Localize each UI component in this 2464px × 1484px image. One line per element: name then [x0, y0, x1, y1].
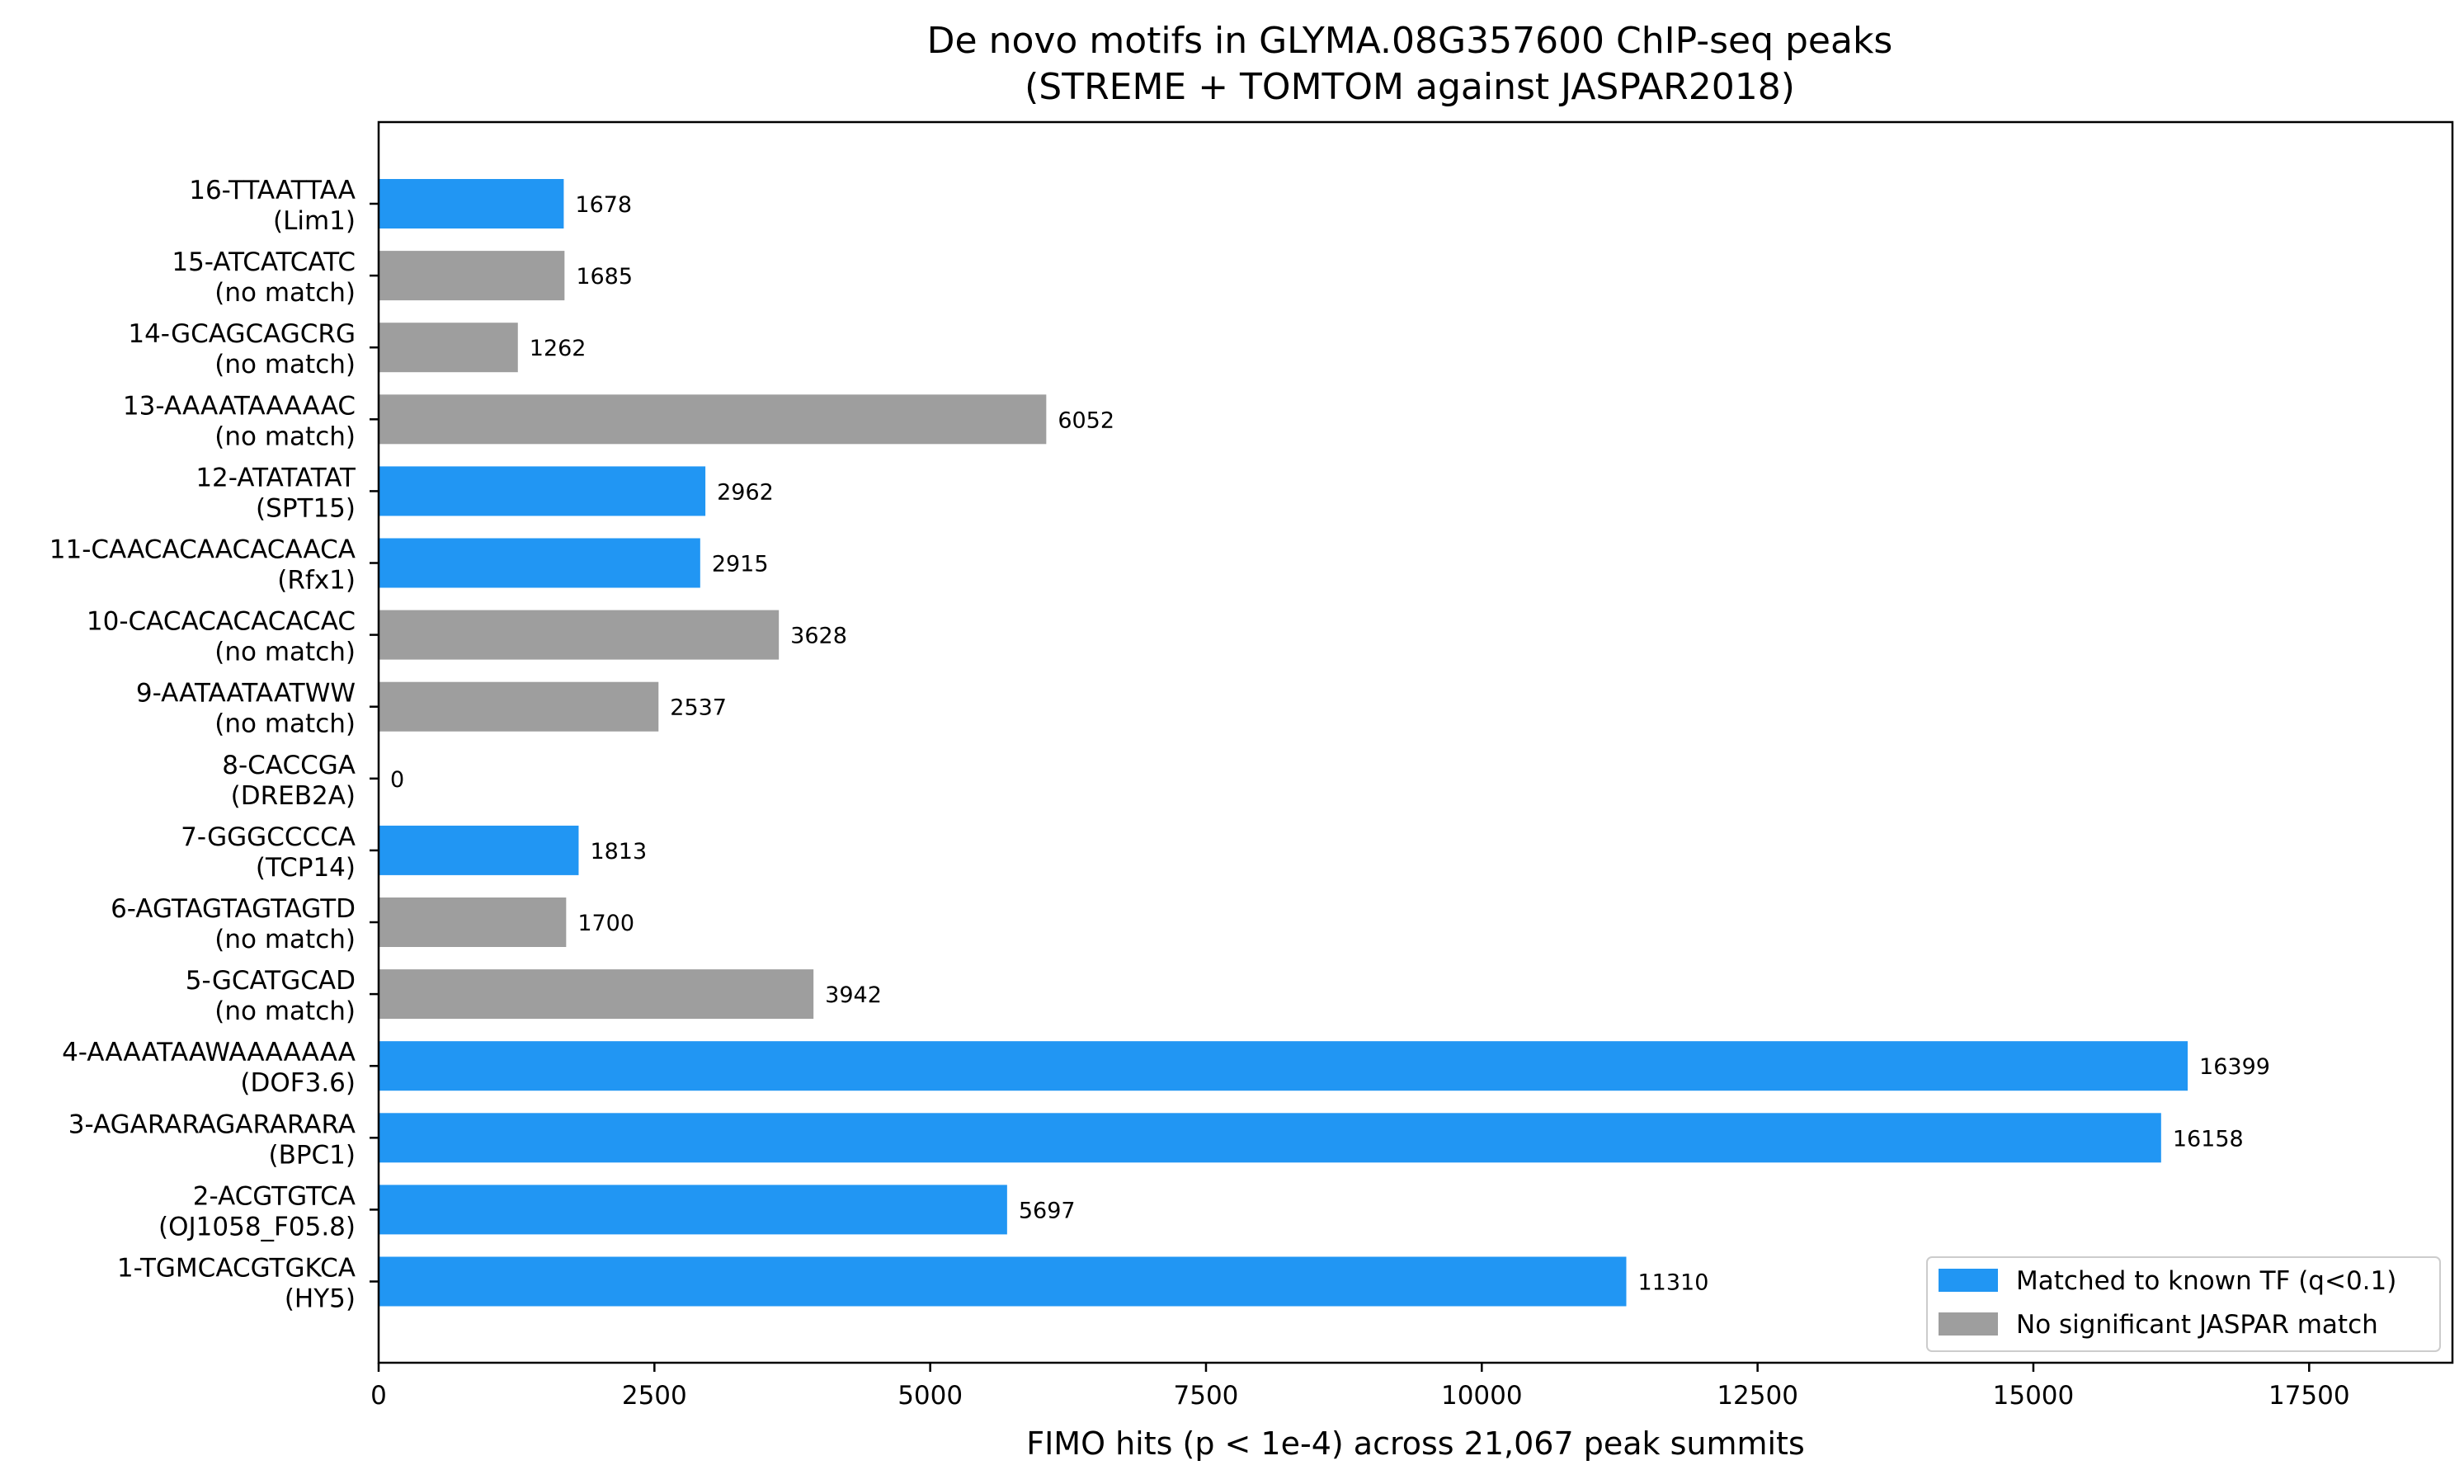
legend-label-matched: Matched to known TF (q<0.1) — [2016, 1266, 2396, 1296]
bar-value-label: 6052 — [1058, 408, 1114, 433]
x-tick-label: 10000 — [1441, 1381, 1523, 1411]
y-tick-label-motif: 6-AGTAGTAGTAGTD — [111, 894, 356, 924]
bar-2 — [379, 251, 565, 301]
y-tick-label-motif: 11-CAACACAACACAACA — [49, 535, 356, 565]
bar-15 — [379, 1185, 1007, 1235]
plot-frame — [377, 120, 2454, 1364]
bar-12 — [379, 969, 814, 1020]
bar-5 — [379, 466, 706, 516]
x-tick-label: 17500 — [2268, 1381, 2350, 1411]
bar-value-label: 0 — [390, 767, 404, 793]
y-tick-label-match: (SPT15) — [256, 493, 356, 523]
y-tick-label-motif: 4-AAAATAAWAAAAAAA — [62, 1038, 356, 1067]
bar-4 — [379, 394, 1047, 445]
y-tick-label-motif: 12-ATATATAT — [196, 463, 356, 492]
y-tick-label-motif: 3-AGARARAGARARARA — [68, 1109, 356, 1139]
bar-3 — [379, 323, 518, 373]
legend: Matched to known TF (q<0.1) No significa… — [1926, 1256, 2441, 1352]
bar-1 — [379, 179, 564, 228]
y-tick-label-motif: 1-TGMCACGTGKCA — [117, 1254, 356, 1284]
x-tick-label: 7500 — [1174, 1381, 1239, 1411]
y-tick-label-match: (no match) — [214, 925, 356, 954]
x-tick-label: 5000 — [897, 1381, 963, 1411]
y-tick-label-match: (DREB2A) — [231, 781, 356, 811]
y-tick-label-motif: 9-AATAATAATWW — [136, 679, 356, 709]
y-tick-label-motif: 2-ACGTGTCA — [193, 1181, 356, 1211]
chart-title: De novo motifs in GLYMA.08G357600 ChIP-s… — [927, 20, 1893, 62]
bar-value-label: 11310 — [1637, 1270, 1708, 1296]
y-tick-label-motif: 7-GGGCCCCA — [181, 822, 356, 852]
y-tick-label-match: (no match) — [214, 709, 356, 739]
y-tick-label-match: (no match) — [214, 278, 356, 308]
y-tick-label-match: (Rfx1) — [277, 566, 356, 596]
y-tick-label-match: (no match) — [214, 996, 356, 1026]
bar-value-label: 1262 — [530, 336, 587, 361]
bar-16 — [379, 1256, 1627, 1307]
legend-swatch-matched — [1939, 1269, 1998, 1292]
bar-value-label: 5697 — [1019, 1198, 1076, 1223]
bar-value-label: 1685 — [576, 264, 633, 290]
bar-value-label: 1813 — [590, 839, 647, 864]
bar-8 — [379, 681, 659, 732]
bar-13 — [379, 1041, 2188, 1091]
x-tick-label: 12500 — [1717, 1381, 1798, 1411]
bar-value-label: 1700 — [577, 911, 634, 936]
bar-14 — [379, 1113, 2161, 1163]
y-tick-label-motif: 10-CACACACACACAC — [87, 607, 356, 637]
bar-value-label: 3942 — [825, 982, 882, 1008]
y-tick-label-motif: 5-GCATGCAD — [186, 966, 356, 996]
legend-swatch-unmatched — [1939, 1312, 1998, 1336]
y-tick-label-motif: 8-CACCGA — [222, 751, 356, 780]
bar-value-label: 1678 — [575, 192, 632, 218]
y-tick-label-match: (Lim1) — [273, 206, 356, 236]
bar-value-label: 16399 — [2199, 1054, 2270, 1080]
x-tick-label: 15000 — [1993, 1381, 2075, 1411]
legend-label-unmatched: No significant JASPAR match — [2016, 1310, 2378, 1340]
y-tick-label-motif: 16-TTAATTAA — [189, 176, 356, 205]
bar-11 — [379, 897, 567, 947]
legend-box — [1926, 1256, 2441, 1352]
y-tick-label-motif: 13-AAAATAAAAAC — [123, 391, 356, 421]
y-tick-label-motif: 14-GCAGCAGCRG — [128, 319, 356, 349]
bar-value-label: 2915 — [712, 552, 769, 577]
x-axis-ticks: 0 2500 5000 7500 10000 12500 15000 17500 — [370, 202, 2350, 1411]
bar-value-label: 16158 — [2173, 1126, 2244, 1152]
y-tick-label-match: (DOF3.6) — [240, 1068, 356, 1098]
bar-6 — [379, 538, 700, 588]
y-tick-label-match: (OJ1058_F05.8) — [158, 1212, 356, 1241]
y-tick-label-match: (no match) — [214, 350, 356, 379]
y-tick-label-match: (HY5) — [285, 1284, 356, 1314]
y-tick-label-match: (BPC1) — [268, 1140, 356, 1170]
y-tick-label-match: (no match) — [214, 638, 356, 667]
x-axis-label: FIMO hits (p < 1e-4) across 21,067 peak … — [1026, 1425, 1805, 1462]
bar-value-label: 3628 — [790, 624, 847, 649]
y-tick-label-match: (TCP14) — [256, 853, 356, 883]
bar-value-label: 2537 — [670, 695, 727, 721]
x-tick-label: 0 — [370, 1381, 387, 1411]
bars-layer — [379, 179, 2188, 1307]
y-tick-label-match: (no match) — [214, 422, 356, 451]
bar-10 — [379, 825, 579, 875]
labels-layer: 167816-TTAATTAA(Lim1)168515-ATCATCATC(no… — [49, 176, 2270, 1314]
y-tick-label-motif: 15-ATCATCATC — [172, 247, 356, 277]
bar-value-label: 2962 — [717, 479, 774, 505]
bar-7 — [379, 610, 780, 660]
x-tick-label: 2500 — [622, 1381, 687, 1411]
chart-subtitle: (STREME + TOMTOM against JASPAR2018) — [1025, 66, 1795, 108]
